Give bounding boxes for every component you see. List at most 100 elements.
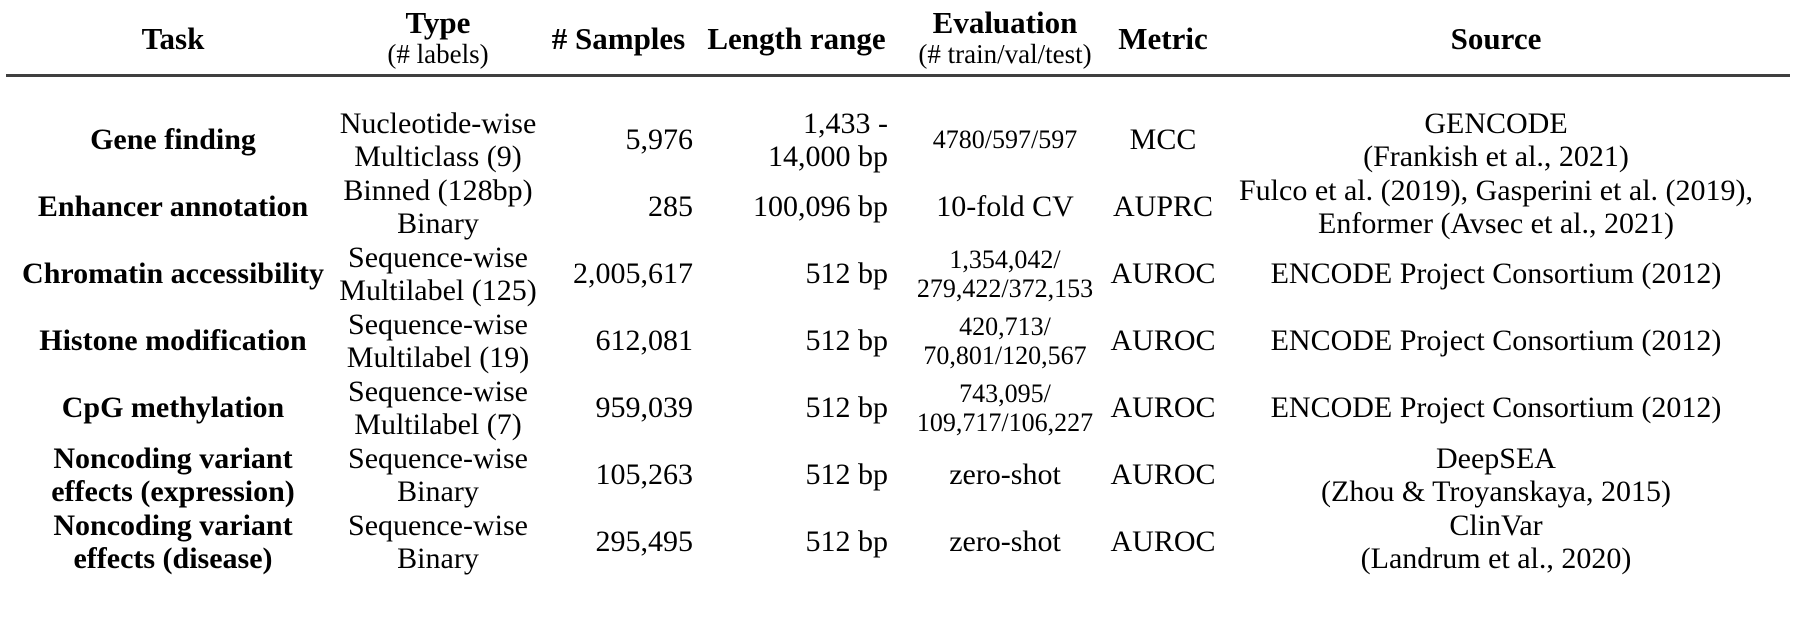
column-header-length-range-label: Length range [707, 20, 886, 56]
cell-metric-line: AUROC [1110, 525, 1216, 558]
cell-evaluation-line: 1,354,042/ [949, 244, 1061, 274]
cell-metric: AUROC [1111, 508, 1216, 575]
cell-type-line: Binned (128bp) [343, 173, 533, 207]
cell-evaluation: zero-shot [894, 441, 1116, 508]
cell-metric: MCC [1116, 106, 1210, 173]
cell-type-line: Binary [397, 206, 479, 240]
cell-source-line: DeepSEA [1436, 441, 1556, 475]
column-header-evaluation: Evaluation (# train/val/test) [894, 0, 1116, 76]
cell-evaluation: zero-shot [894, 508, 1116, 575]
cell-evaluation: 10-fold CV [894, 173, 1116, 240]
cell-type-line: Sequence-wise [348, 508, 528, 542]
cell-source: ENCODE Project Consortium (2012) [1210, 240, 1782, 307]
cell-length-line: 1,433 - [803, 106, 888, 140]
cell-source-line: Enformer (Avsec et al., 2021) [1318, 206, 1674, 240]
cell-type: Binned (128bp) Binary [338, 173, 538, 240]
column-header-evaluation-label: Evaluation [932, 5, 1078, 40]
cell-type-line: Sequence-wise [348, 374, 528, 408]
column-header-metric: Metric [1116, 0, 1210, 76]
cell-metric: AUROC [1111, 441, 1216, 508]
table-header-row: Task Type (# labels) # Samples Length ra… [8, 0, 1782, 76]
cell-source: ENCODE Project Consortium (2012) [1210, 307, 1782, 374]
cell-task: Noncoding variant effects (expression) [8, 441, 338, 508]
column-header-samples-label: # Samples [551, 20, 686, 56]
cell-source-line: (Zhou & Troyanskaya, 2015) [1321, 474, 1671, 508]
cell-evaluation-line: zero-shot [949, 525, 1061, 558]
cell-samples-line: 959,039 [595, 391, 694, 424]
cell-source: ENCODE Project Consortium (2012) [1210, 374, 1782, 441]
cell-type-line: Sequence-wise [348, 441, 528, 475]
cell-source-line: (Landrum et al., 2020) [1360, 541, 1632, 575]
cell-type-line: Binary [397, 541, 479, 575]
cell-length: 100,096 bp [699, 173, 894, 240]
column-header-type: Type (# labels) [338, 0, 538, 76]
cell-type-line: Multilabel (7) [354, 407, 522, 441]
column-header-evaluation-sublabel: (# train/val/test) [918, 39, 1092, 69]
header-rule [6, 74, 1790, 77]
cell-task-line: Noncoding variant [53, 441, 293, 475]
cell-type-line: Binary [397, 474, 479, 508]
cell-task: Enhancer annotation [8, 173, 338, 240]
cell-length-line: 512 bp [805, 391, 889, 424]
cell-type: Sequence-wise Multilabel (125) [338, 240, 538, 307]
cell-task-line: effects (disease) [73, 541, 273, 575]
cell-type-line: Multilabel (125) [339, 273, 537, 307]
cell-task-line: Enhancer annotation [37, 190, 309, 223]
cell-metric: AUROC [1111, 307, 1216, 374]
cell-evaluation: 743,095/109,717/106,227 [894, 374, 1116, 441]
cell-metric-line: AUPRC [1112, 190, 1214, 223]
cell-length-line: 512 bp [805, 324, 889, 357]
table-row: Histone modification Sequence-wise Multila… [8, 307, 1782, 374]
cell-length: 1,433 -14,000 bp [699, 106, 894, 173]
cell-type: Sequence-wise Binary [338, 441, 538, 508]
column-header-length-range: Length range [699, 0, 894, 76]
cell-metric-line: AUROC [1110, 458, 1216, 491]
table-row: CpG methylation Sequence-wise Multilabel (… [8, 374, 1782, 441]
cell-length-line: 14,000 bp [768, 139, 888, 173]
cell-source-line: ClinVar [1449, 508, 1543, 542]
cell-source: Fulco et al. (2019), Gasperini et al. (2… [1210, 173, 1782, 240]
cell-evaluation: 1,354,042/279,422/372,153 [894, 240, 1116, 307]
cell-type: Sequence-wise Multilabel (7) [338, 374, 538, 441]
cell-task-line: Histone modification [39, 324, 307, 357]
cell-source-line: (Frankish et al., 2021) [1363, 139, 1629, 173]
cell-task-line: Noncoding variant [53, 508, 293, 542]
cell-length: 512 bp [699, 508, 894, 575]
cell-length: 512 bp [699, 307, 894, 374]
table-row: Noncoding variant effects (expression) Seq… [8, 441, 1782, 508]
cell-type-line: Multilabel (19) [346, 340, 530, 374]
cell-task-line: CpG methylation [61, 391, 285, 424]
column-header-samples: # Samples [538, 0, 699, 76]
column-header-type-label: Type [405, 5, 471, 40]
cell-source-line: Fulco et al. (2019), Gasperini et al. (2… [1238, 173, 1754, 207]
column-header-type-sublabel: (# labels) [387, 39, 489, 69]
cell-metric: AUROC [1111, 240, 1216, 307]
cell-samples-line: 285 [648, 190, 693, 223]
table-row: Noncoding variant effects (disease) Sequen… [8, 508, 1782, 575]
cell-evaluation-line: zero-shot [949, 458, 1061, 491]
cell-source-line: ENCODE Project Consortium (2012) [1270, 324, 1722, 357]
cell-source: GENCODE (Frankish et al., 2021) [1210, 106, 1782, 173]
cell-source-line: ENCODE Project Consortium (2012) [1270, 391, 1722, 424]
cell-task: Histone modification [8, 307, 338, 374]
cell-source-line: ENCODE Project Consortium (2012) [1270, 257, 1722, 290]
cell-type: Sequence-wise Multilabel (19) [338, 307, 538, 374]
cell-evaluation-line: 279,422/372,153 [916, 273, 1094, 303]
cell-length: 512 bp [699, 441, 894, 508]
cell-task-line: effects (expression) [51, 474, 295, 508]
cell-metric: AUPRC [1112, 173, 1214, 240]
cell-source: DeepSEA (Zhou & Troyanskaya, 2015) [1210, 441, 1782, 508]
cell-samples-line: 5,976 [625, 123, 694, 156]
cell-samples: 959,039 [538, 374, 699, 441]
cell-samples: 285 [538, 173, 699, 240]
cell-metric-line: AUROC [1110, 324, 1216, 357]
cell-evaluation-line: 10-fold CV [936, 190, 1074, 223]
cell-length-line: 512 bp [805, 458, 889, 491]
cell-samples: 105,263 [538, 441, 699, 508]
cell-metric-line: MCC [1129, 123, 1197, 156]
cell-task-line: Gene finding [90, 123, 256, 156]
cell-samples-line: 612,081 [595, 324, 694, 357]
cell-samples: 5,976 [538, 106, 699, 173]
column-header-source: Source [1210, 0, 1782, 76]
